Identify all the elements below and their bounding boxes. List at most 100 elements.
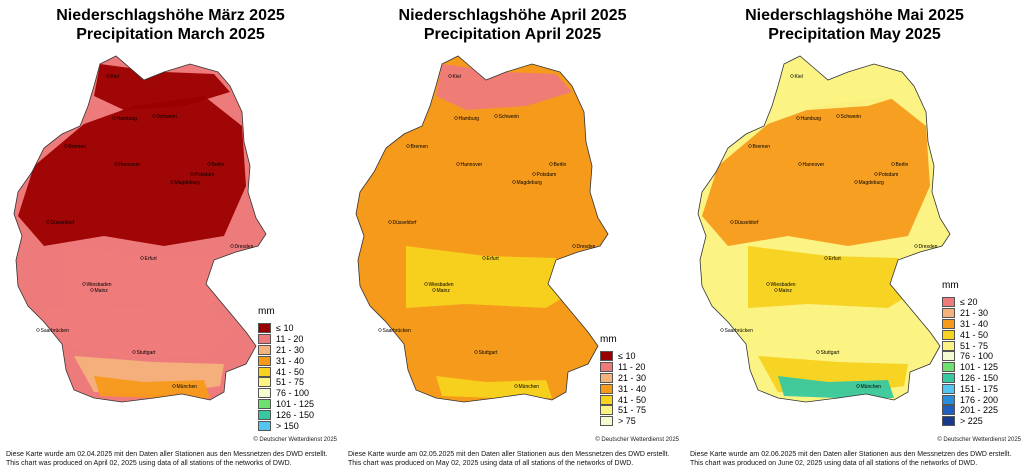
legend-swatch (942, 318, 955, 329)
title-de: Niederschlagshöhe Mai 2025 (745, 7, 964, 24)
legend-item: 11 - 20 (258, 334, 338, 345)
legend-item: 126 - 150 (942, 372, 1022, 384)
legend-swatch (258, 398, 271, 409)
city-label: Stuttgart (821, 350, 841, 356)
legend-item: 126 - 150 (258, 409, 338, 420)
city-marker (82, 282, 86, 286)
city-label: Magdeburg (175, 180, 201, 186)
legend-label: 126 - 150 (960, 372, 999, 383)
legend-label: 201 - 225 (960, 405, 999, 416)
city-label: Potsdam (879, 172, 899, 178)
country-border (697, 55, 951, 403)
legend-swatch (600, 394, 613, 405)
city-marker (406, 144, 410, 148)
legend-item: ≤ 20 (942, 297, 1022, 308)
city-label: Kiel (795, 74, 803, 80)
city-label: Hannover (803, 162, 825, 168)
city-marker (230, 244, 234, 248)
panel-april: Niederschlagshöhe April 2025 Precipitati… (342, 0, 683, 473)
legend-label: 21 - 30 (960, 308, 989, 319)
city-marker (424, 282, 428, 286)
city-label: Düsseldorf (51, 220, 76, 226)
map-title: Niederschlagshöhe Mai 2025 Precipitation… (684, 6, 1024, 44)
panel-may: Niederschlagshöhe Mai 2025 Precipitation… (684, 0, 1024, 473)
city-label: Magdeburg (517, 180, 543, 186)
city-label: Wiesbaden (87, 282, 112, 288)
legend-unit: mm (942, 280, 959, 291)
city-label: München (861, 384, 882, 390)
legend-label: ≤ 20 (960, 297, 978, 308)
city-marker (207, 162, 211, 166)
legend-swatch (942, 308, 955, 319)
city-marker (494, 114, 498, 118)
legend-item: 201 - 225 (942, 405, 1022, 416)
city-marker (532, 172, 536, 176)
legend-unit: mm (258, 306, 275, 317)
city-label: Schwerin (499, 114, 520, 120)
city-marker (388, 220, 392, 224)
city-marker (474, 350, 478, 354)
precipitation-zone (748, 246, 914, 308)
legend-label: 101 - 125 (276, 398, 315, 409)
city-label: Mainz (437, 288, 451, 294)
title-de: Niederschlagshöhe April 2025 (398, 7, 627, 24)
title-en: Precipitation April 2025 (423, 26, 602, 43)
city-label: Erfurt (487, 256, 500, 262)
legend-item: 76 - 100 (942, 351, 1022, 362)
footer-en: This chart was produced on June 02, 2025… (690, 460, 978, 467)
city-marker (46, 220, 50, 224)
city-marker (106, 74, 110, 78)
city-marker (512, 180, 516, 184)
city-marker (190, 172, 194, 176)
city-marker (766, 282, 770, 286)
legend-item: ≤ 10 (258, 323, 338, 334)
city-marker (549, 162, 553, 166)
city-label: Dresden (919, 244, 938, 250)
city-marker (514, 384, 518, 388)
legend-swatch (942, 297, 955, 308)
legend-item: 51 - 75 (942, 340, 1022, 351)
legend-item: 101 - 125 (942, 362, 1022, 373)
precipitation-map: Kiel Hamburg Schwerin Bremen Berlin Hannover M… (697, 55, 951, 403)
footer-en: This chart was produced on April 02, 202… (6, 460, 292, 467)
city-label: Berlin (212, 162, 225, 168)
city-marker (891, 162, 895, 166)
city-label: Mainz (779, 288, 793, 294)
city-marker (748, 144, 752, 148)
footer-note: Diese Karte wurde am 02.06.2025 mit den … (690, 450, 1011, 468)
city-label: Dresden (235, 244, 254, 250)
precipitation-zone (436, 376, 552, 398)
footer-en: This chart was produced on May 02, 2025 … (348, 460, 634, 467)
legend-label: 51 - 75 (618, 405, 647, 416)
city-label: Düsseldorf (393, 220, 418, 226)
footer-note: Diese Karte wurde am 02.05.2025 mit den … (348, 450, 669, 468)
precipitation-zone (778, 64, 914, 110)
legend-item: 21 - 30 (942, 308, 1022, 319)
legend-label: 51 - 75 (960, 340, 989, 351)
legend-label: 11 - 20 (276, 334, 304, 345)
title-en: Precipitation May 2025 (768, 26, 941, 43)
city-label: Schwerin (157, 114, 178, 120)
city-marker (36, 328, 40, 332)
legend-item: 11 - 20 (600, 362, 680, 373)
city-label: Hannover (461, 162, 483, 168)
city-marker (774, 288, 778, 292)
city-label: Stuttgart (479, 350, 499, 356)
precipitation-map: Kiel Hamburg Schwerin Bremen Berlin Hannover M… (355, 55, 609, 403)
legend-label: 126 - 150 (276, 409, 315, 420)
legend-item: 101 - 125 (258, 398, 338, 410)
legend-label: 21 - 30 (618, 372, 647, 383)
city-label: Saarbrücken (725, 328, 754, 334)
legend-item: 51 - 75 (258, 377, 338, 388)
precipitation-map: Kiel Hamburg Schwerin Bremen Berlin Hannover M… (13, 55, 267, 403)
city-marker (140, 256, 144, 260)
city-label: München (177, 384, 198, 390)
precipitation-zone (44, 308, 234, 358)
city-label: Potsdam (195, 172, 215, 178)
legend-swatch (258, 366, 271, 377)
legend-label: 11 - 20 (618, 362, 646, 373)
legend-item: 76 - 100 (258, 388, 338, 399)
legend-swatch (600, 372, 613, 383)
legend-label: 41 - 50 (960, 329, 989, 340)
legend: mm ≤ 10 11 - 20 21 - 30 31 - 40 41 - 50 51 - … (258, 306, 338, 431)
